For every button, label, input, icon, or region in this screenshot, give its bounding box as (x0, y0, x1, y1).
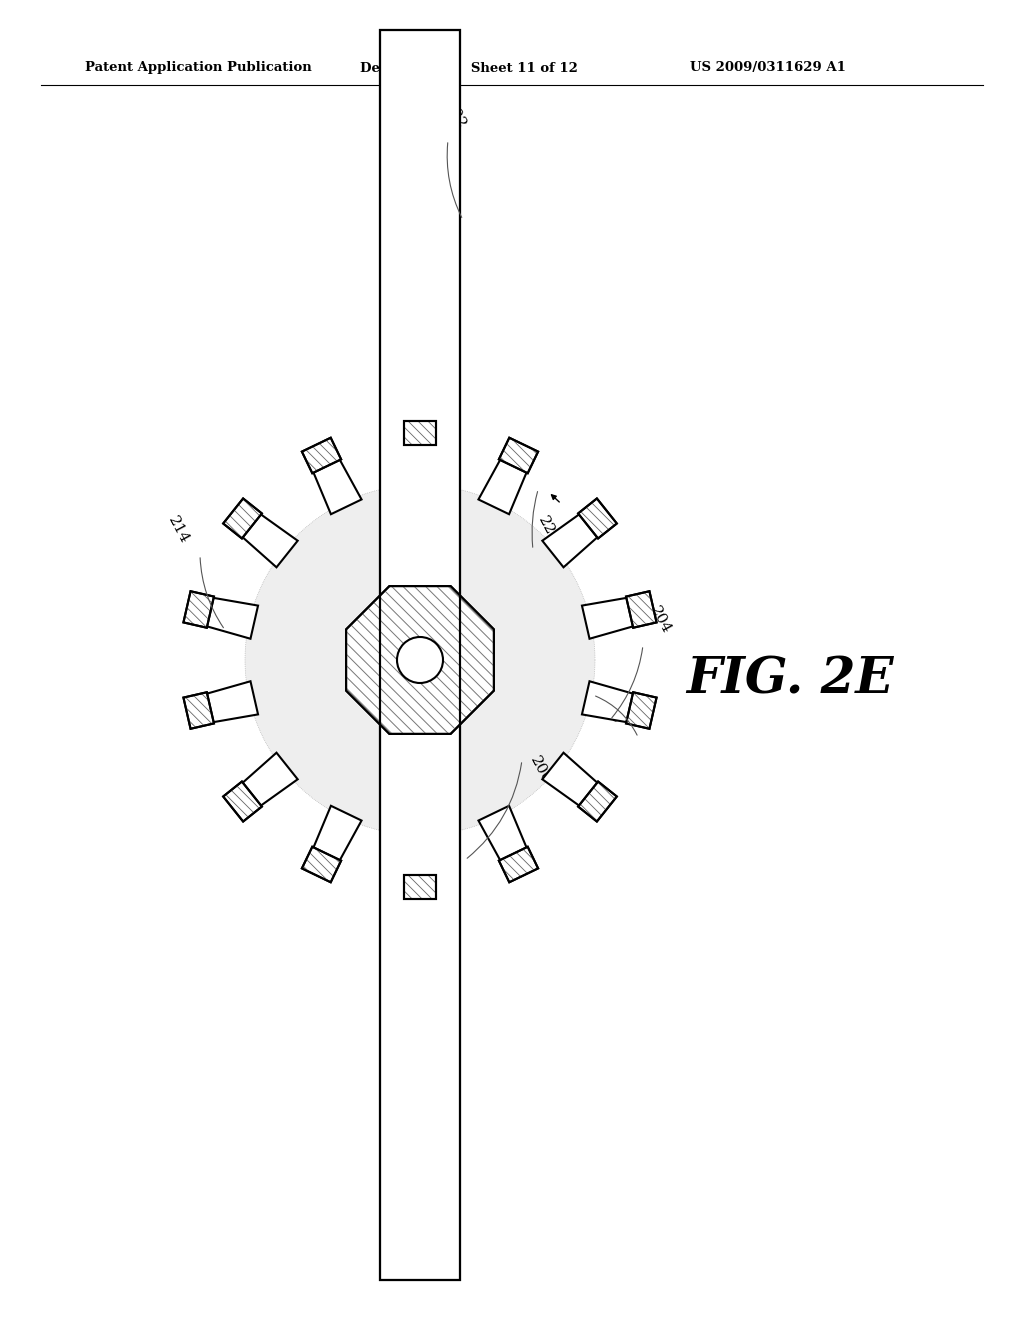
Text: Dec. 17, 2009  Sheet 11 of 12: Dec. 17, 2009 Sheet 11 of 12 (360, 62, 578, 74)
Polygon shape (543, 752, 606, 813)
Polygon shape (404, 875, 436, 899)
PathPatch shape (223, 499, 262, 539)
Text: US 2009/0311629 A1: US 2009/0311629 A1 (690, 62, 846, 74)
PathPatch shape (183, 591, 214, 628)
Text: Patent Application Publication: Patent Application Publication (85, 62, 311, 74)
Polygon shape (579, 781, 616, 821)
Polygon shape (404, 421, 436, 445)
Polygon shape (403, 830, 437, 887)
Polygon shape (183, 591, 214, 628)
Text: FIG. 2E: FIG. 2E (686, 656, 894, 705)
Polygon shape (380, 30, 460, 1280)
Polygon shape (223, 781, 262, 821)
Text: 214: 214 (165, 513, 191, 546)
PathPatch shape (626, 692, 656, 729)
Polygon shape (196, 595, 258, 639)
Polygon shape (582, 681, 644, 725)
Circle shape (245, 484, 595, 836)
PathPatch shape (380, 30, 460, 1280)
PathPatch shape (346, 586, 494, 734)
PathPatch shape (183, 692, 214, 729)
Text: 202: 202 (442, 99, 468, 131)
Text: 206: 206 (597, 694, 623, 726)
PathPatch shape (223, 781, 262, 821)
Polygon shape (403, 433, 437, 490)
Text: 222: 222 (535, 513, 561, 546)
Text: 204: 204 (647, 603, 673, 636)
Polygon shape (223, 499, 262, 539)
Polygon shape (183, 692, 214, 729)
Polygon shape (579, 499, 616, 539)
Text: 200: 200 (527, 754, 553, 787)
Polygon shape (499, 846, 539, 882)
PathPatch shape (302, 846, 341, 882)
Polygon shape (302, 846, 341, 882)
Circle shape (397, 638, 443, 682)
Polygon shape (582, 595, 644, 639)
Polygon shape (499, 438, 539, 474)
PathPatch shape (579, 781, 616, 821)
PathPatch shape (302, 438, 341, 474)
PathPatch shape (499, 846, 539, 882)
PathPatch shape (626, 591, 656, 628)
PathPatch shape (404, 421, 436, 445)
Polygon shape (196, 681, 258, 725)
Polygon shape (309, 805, 361, 871)
Polygon shape (233, 507, 298, 568)
Polygon shape (478, 805, 531, 871)
Polygon shape (478, 449, 531, 515)
Polygon shape (346, 586, 494, 734)
Polygon shape (309, 449, 361, 515)
Polygon shape (233, 752, 298, 813)
PathPatch shape (499, 438, 539, 474)
Polygon shape (626, 591, 656, 628)
PathPatch shape (404, 875, 436, 899)
Polygon shape (302, 438, 341, 474)
Polygon shape (543, 507, 606, 568)
PathPatch shape (579, 499, 616, 539)
Polygon shape (626, 692, 656, 729)
